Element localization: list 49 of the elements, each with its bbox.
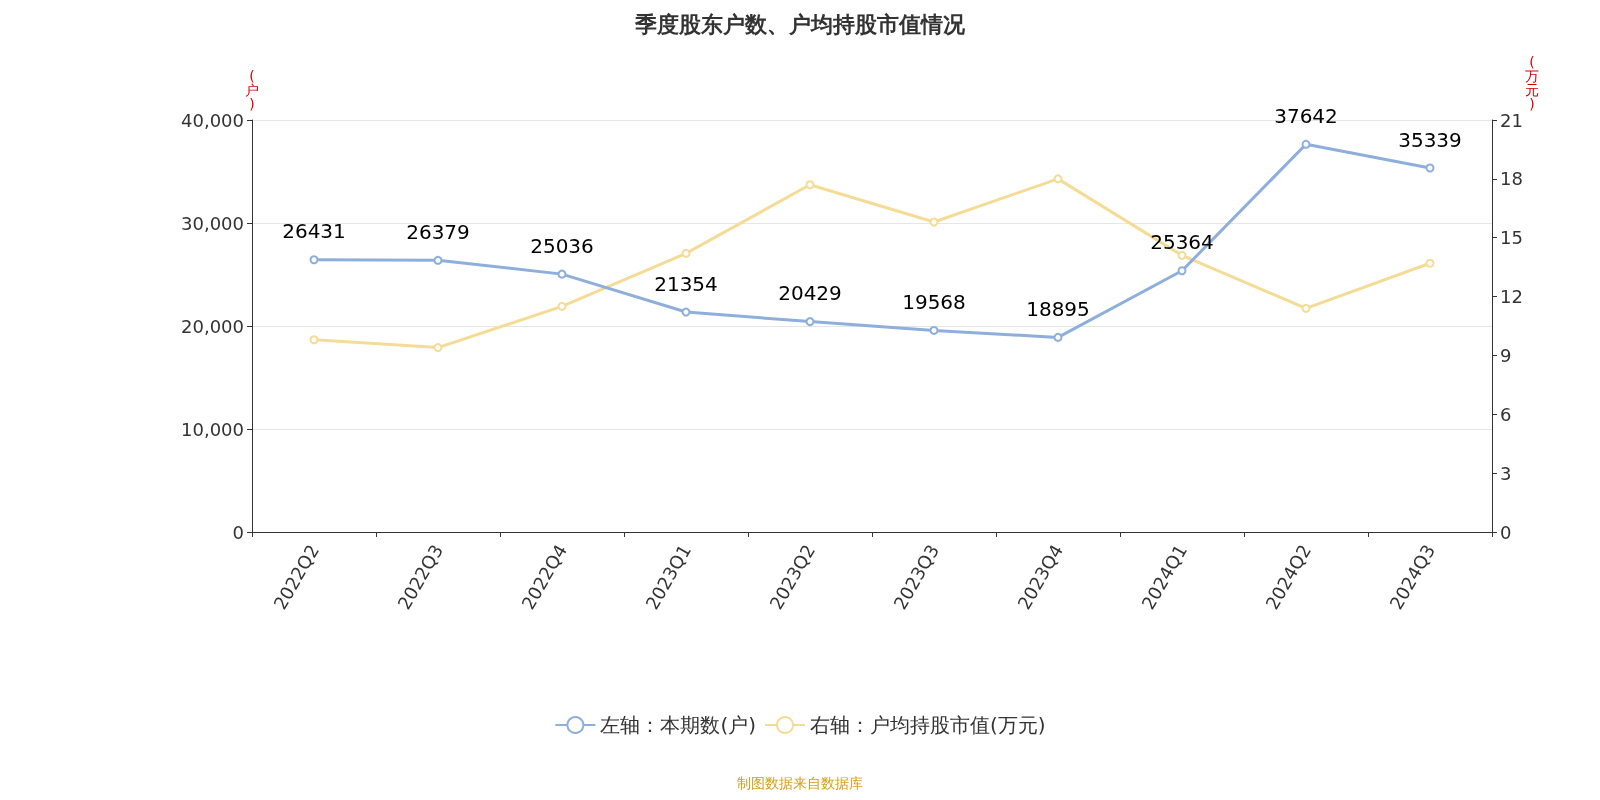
data-label: 19568 (902, 289, 966, 314)
y2-tick-label: 21 (1500, 109, 1523, 131)
y-tick-label: 0 (232, 521, 244, 543)
data-label: 26431 (282, 219, 346, 244)
text: 制图数据来自数据库 (737, 775, 863, 791)
point (929, 325, 939, 335)
point (1301, 139, 1311, 149)
point (309, 255, 319, 265)
data-label: 18895 (1026, 296, 1090, 321)
data-label: 25036 (530, 233, 594, 258)
point (309, 335, 319, 345)
y2-tick-label: 18 (1500, 168, 1523, 190)
y2-tick-label: 3 (1500, 462, 1512, 484)
point (1053, 174, 1063, 184)
point (433, 343, 443, 353)
point (557, 301, 567, 311)
y2-tick-label: 0 (1500, 521, 1512, 543)
y-axis-title: (户) (245, 68, 259, 113)
legend-label: 右轴：户均持股市值(万元) (810, 713, 1046, 737)
point (929, 217, 939, 227)
point (433, 255, 443, 265)
point (1425, 258, 1435, 268)
point (681, 307, 691, 317)
y2-axis-title: (万元) (1525, 54, 1539, 113)
data-label: 26379 (406, 219, 470, 244)
y2-tick-label: 15 (1500, 227, 1523, 249)
y2-tick-label: 12 (1500, 286, 1523, 308)
point (805, 317, 815, 327)
y2-tick-label: 6 (1500, 403, 1512, 425)
y-tick-label: 40,000 (181, 109, 244, 131)
data-label: 25364 (1150, 230, 1214, 255)
data-label: 20429 (778, 281, 842, 306)
data-label: 37642 (1274, 103, 1338, 128)
y-tick-label: 30,000 (181, 212, 244, 234)
y-tick-label: 10,000 (181, 418, 244, 440)
point (1053, 332, 1063, 342)
y2-tick-label: 9 (1500, 344, 1512, 366)
point (1425, 163, 1435, 173)
point (1177, 250, 1187, 260)
point (1301, 303, 1311, 313)
point (1177, 266, 1187, 276)
legend-label: 左轴：本期数(户) (600, 713, 756, 737)
point (805, 180, 815, 190)
data-label: 35339 (1398, 127, 1462, 152)
chart-title: 季度股东户数、户均持股市值情况 (634, 11, 966, 37)
data-label: 21354 (654, 271, 718, 296)
point (557, 269, 567, 279)
y-tick-label: 20,000 (181, 315, 244, 337)
point (681, 248, 691, 258)
